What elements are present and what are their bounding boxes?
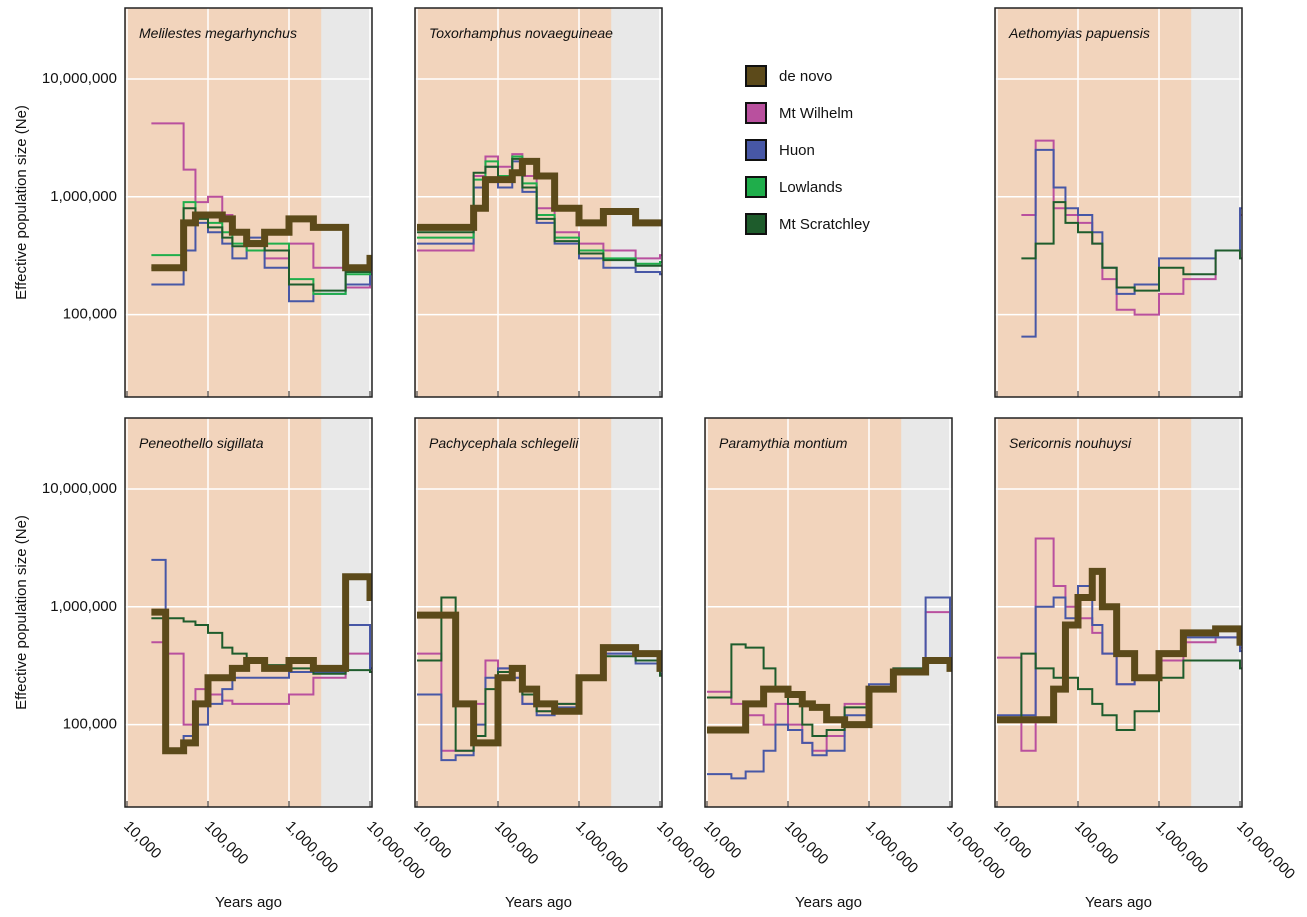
y-tick-label: 10,000,000 — [42, 70, 117, 87]
panel-title: Melilestes megarhynchus — [139, 25, 297, 41]
shaded-region — [995, 8, 1191, 397]
x-tick-label: 10,000 — [700, 818, 744, 862]
y-axis-label: Effective population size (Ne) — [13, 515, 30, 710]
legend-swatch — [746, 66, 766, 86]
legend-swatch — [746, 177, 766, 197]
x-tick-label: 10,000 — [990, 818, 1034, 862]
legend-swatch — [746, 103, 766, 123]
x-tick-label: 100,000 — [201, 818, 251, 868]
y-tick-label: 100,000 — [63, 306, 117, 323]
x-tick-label: 10,000 — [120, 818, 164, 862]
legend-swatch — [746, 214, 766, 234]
x-tick-label: 1,000,000 — [282, 818, 341, 877]
x-axis-label: Years ago — [505, 894, 572, 911]
panel-title: Sericornis nouhuysi — [1009, 435, 1132, 451]
page: {"legend":{"items":[{"name":"de novo","c… — [0, 0, 1307, 917]
x-tick-label: 10,000 — [410, 818, 454, 862]
legend-label: Lowlands — [779, 179, 842, 196]
x-tick-label: 1,000,000 — [862, 818, 921, 877]
panel-title: Peneothello sigillata — [139, 435, 264, 451]
x-tick-label: 100,000 — [491, 818, 541, 868]
figure: de novo Mt Wilhelm Huon Lowlands Mt Scratchl… — [0, 0, 1307, 917]
x-axis-label: Years ago — [1085, 894, 1152, 911]
y-tick-label: 100,000 — [63, 716, 117, 733]
legend-label: Huon — [779, 142, 815, 159]
x-tick-label: 100,000 — [781, 818, 831, 868]
x-axis-label: Years ago — [215, 894, 282, 911]
y-tick-label: 1,000,000 — [50, 598, 117, 615]
panel-title: Paramythia montium — [719, 435, 848, 451]
x-tick-label: 1,000,000 — [1152, 818, 1211, 877]
shaded-region — [415, 8, 611, 397]
panel-title: Toxorhamphus novaeguineae — [429, 25, 613, 41]
legend-swatch — [746, 140, 766, 160]
legend-label: de novo — [779, 68, 832, 85]
y-axis-label: Effective population size (Ne) — [13, 105, 30, 300]
x-tick-label: 10,000,000 — [1233, 818, 1298, 883]
legend-label: Mt Wilhelm — [779, 105, 853, 122]
shaded-region — [705, 418, 901, 807]
x-axis-label: Years ago — [795, 894, 862, 911]
y-tick-label: 1,000,000 — [50, 188, 117, 205]
y-tick-label: 10,000,000 — [42, 480, 117, 497]
legend-label: Mt Scratchley — [779, 216, 870, 233]
x-tick-label: 1,000,000 — [572, 818, 631, 877]
panel-title: Pachycephala schlegelii — [429, 435, 579, 451]
panel-title: Aethomyias papuensis — [1008, 25, 1150, 41]
x-tick-label: 100,000 — [1071, 818, 1121, 868]
